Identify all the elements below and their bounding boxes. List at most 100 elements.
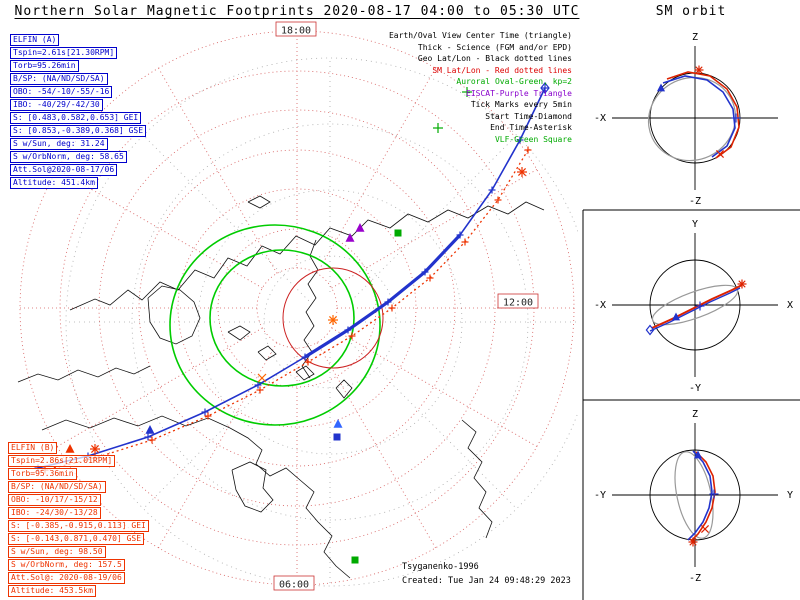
diamond-marker bbox=[645, 324, 655, 336]
plus-marker bbox=[488, 186, 496, 194]
asterisk-marker bbox=[694, 65, 704, 75]
x-marker bbox=[700, 524, 710, 534]
mlt-labels: 18:00 12:00 06:00 bbox=[273, 21, 539, 591]
plus-marker bbox=[461, 238, 469, 246]
axis-label: -Y bbox=[594, 490, 606, 501]
mlt-label-box bbox=[275, 21, 317, 37]
legend-item-5: EISCAT-Purple Triangle bbox=[466, 88, 572, 98]
elfin-a-line-9: Att.Sol@2020-08-17/06 bbox=[10, 164, 118, 176]
elfin-a-line-5: S: [0.483,0.582,0.653] GEI bbox=[10, 112, 142, 124]
axis-label: -Z bbox=[689, 196, 701, 207]
plus-marker bbox=[462, 87, 472, 97]
plus-marker bbox=[426, 274, 434, 282]
elfin-b-line-3: OBO: -10/17/-15/12 bbox=[8, 494, 101, 506]
triangle-marker bbox=[145, 425, 155, 434]
legend-item-8: End Time-Asterisk bbox=[490, 123, 572, 132]
orbit-trace bbox=[666, 71, 740, 159]
plus-marker bbox=[524, 146, 532, 154]
elfin-a-line-8: S w/OrbNorm, deg: 58.65 bbox=[10, 151, 127, 163]
axis-label: X bbox=[787, 300, 793, 311]
axis-label: -Y bbox=[689, 383, 701, 394]
orbit-trace bbox=[687, 450, 713, 541]
legend-item-7: Start Time-Diamond bbox=[485, 111, 572, 121]
elfin-b-line-4: IBO: -24/30/-13/28 bbox=[8, 507, 101, 519]
sm-orbit-panel-1: Y -Y -X X bbox=[594, 219, 793, 394]
triangle-marker bbox=[333, 419, 343, 428]
earth-disc bbox=[649, 259, 741, 351]
mlt-label-box bbox=[273, 575, 315, 591]
plus-marker bbox=[433, 123, 443, 133]
triangle-marker bbox=[656, 83, 666, 92]
elfin-a-line-0: Tspin=2.61s[21.30RPM] bbox=[10, 47, 118, 59]
mlt-label-text: 12:00 bbox=[503, 298, 533, 309]
plus-marker bbox=[304, 358, 312, 366]
orbit-trace bbox=[651, 284, 743, 329]
asterisk-marker bbox=[737, 279, 747, 289]
square-marker bbox=[394, 229, 402, 237]
mlt-label-text: 06:00 bbox=[279, 580, 309, 591]
plot-credits: Tsyganenko-1996 Created: Tue Jan 24 09:4… bbox=[402, 561, 571, 588]
axis-label: Z bbox=[692, 32, 698, 43]
sm-orbit-title: SM orbit bbox=[655, 4, 727, 19]
plus-marker bbox=[516, 136, 524, 144]
elfin-b-line-1: Torb=95.36min bbox=[8, 468, 77, 480]
elfin-b-line-7: S w/Sun, deg: 98.50 bbox=[8, 546, 106, 558]
field-model-name: Tsyganenko-1996 bbox=[402, 562, 479, 572]
axis-label: Z bbox=[692, 409, 698, 420]
elfin-b-line-0: Tspin=2.86s[21.01RPM] bbox=[8, 455, 116, 467]
legend-item-4: Auroral Oval-Green, kp=2 bbox=[456, 77, 572, 86]
panel-dividers bbox=[582, 209, 800, 600]
axis-label: -X bbox=[594, 300, 606, 311]
map-legend: Earth/Oval View Center Time (triangle) Th… bbox=[318, 30, 572, 145]
mlt-label-box bbox=[497, 293, 539, 309]
sm-pole-circle bbox=[282, 267, 384, 369]
square-marker bbox=[333, 433, 341, 441]
plus-marker bbox=[148, 436, 156, 444]
elfin-a-line-2: B/SP: (NA/ND/SD/SA) bbox=[10, 73, 108, 85]
asterisk-marker bbox=[328, 315, 338, 325]
elfin-a-line-4: IBO: -40/29/-42/30 bbox=[10, 99, 103, 111]
plus-marker bbox=[201, 408, 209, 416]
plus-marker bbox=[541, 84, 549, 92]
sm-orbit-panel-2: Z -Z -Y Y bbox=[594, 409, 793, 584]
plus-marker bbox=[709, 489, 719, 499]
created-timestamp: Created: Tue Jan 24 09:48:29 2023 bbox=[402, 575, 571, 586]
diamond-marker bbox=[540, 82, 550, 94]
x-marker bbox=[715, 149, 725, 159]
axis-label: Y bbox=[692, 219, 698, 230]
triangle-marker bbox=[693, 450, 703, 459]
plus-marker bbox=[695, 301, 705, 311]
footprint-track bbox=[44, 149, 529, 471]
orbit-projection bbox=[647, 76, 737, 162]
elfin-b-line-10: Altitude: 453.5km bbox=[8, 585, 96, 597]
asterisk-marker bbox=[688, 537, 698, 547]
elfin-b-line-8: S w/OrbNorm, deg: 157.5 bbox=[8, 559, 125, 571]
triangle-marker bbox=[355, 223, 365, 232]
mlt-label-text: 18:00 bbox=[281, 26, 311, 37]
orbit-trace bbox=[690, 451, 716, 542]
coastlines bbox=[17, 195, 545, 579]
triangle-marker bbox=[65, 444, 75, 453]
plus-marker bbox=[494, 196, 502, 204]
plus-marker bbox=[256, 386, 264, 394]
x-marker bbox=[257, 373, 267, 383]
map-area bbox=[17, 30, 578, 587]
legend-item-1: Thick - Science (FGM and/or EPD) bbox=[417, 42, 572, 52]
auroral-oval bbox=[169, 224, 381, 426]
elfin-a-header: ELFIN (A) bbox=[10, 34, 60, 46]
elfin-b-line-9: Att.Sol@: 2020-08-19/06 bbox=[8, 572, 125, 584]
elfin-a-line-10: Altitude: 451.4km bbox=[10, 177, 98, 189]
map-markers bbox=[65, 82, 550, 564]
elfin-a-line-7: S w/Sun, deg: 31.24 bbox=[10, 138, 108, 150]
elfin-a-line-1: Torb=95.26min bbox=[10, 60, 79, 72]
elfin-b-line-5: S: [-0.385,-0.915,0.113] GEI bbox=[8, 520, 149, 532]
orbit-trace bbox=[662, 75, 736, 158]
triangle-marker bbox=[345, 233, 355, 242]
asterisk-marker bbox=[90, 444, 100, 454]
elfin-b-line-6: S: [-0.143,0.871,0.470] GSE bbox=[8, 533, 145, 545]
plus-marker bbox=[731, 113, 741, 123]
triangle-marker bbox=[671, 312, 681, 321]
legend-item-6: Tick Marks every 5min bbox=[470, 100, 572, 109]
